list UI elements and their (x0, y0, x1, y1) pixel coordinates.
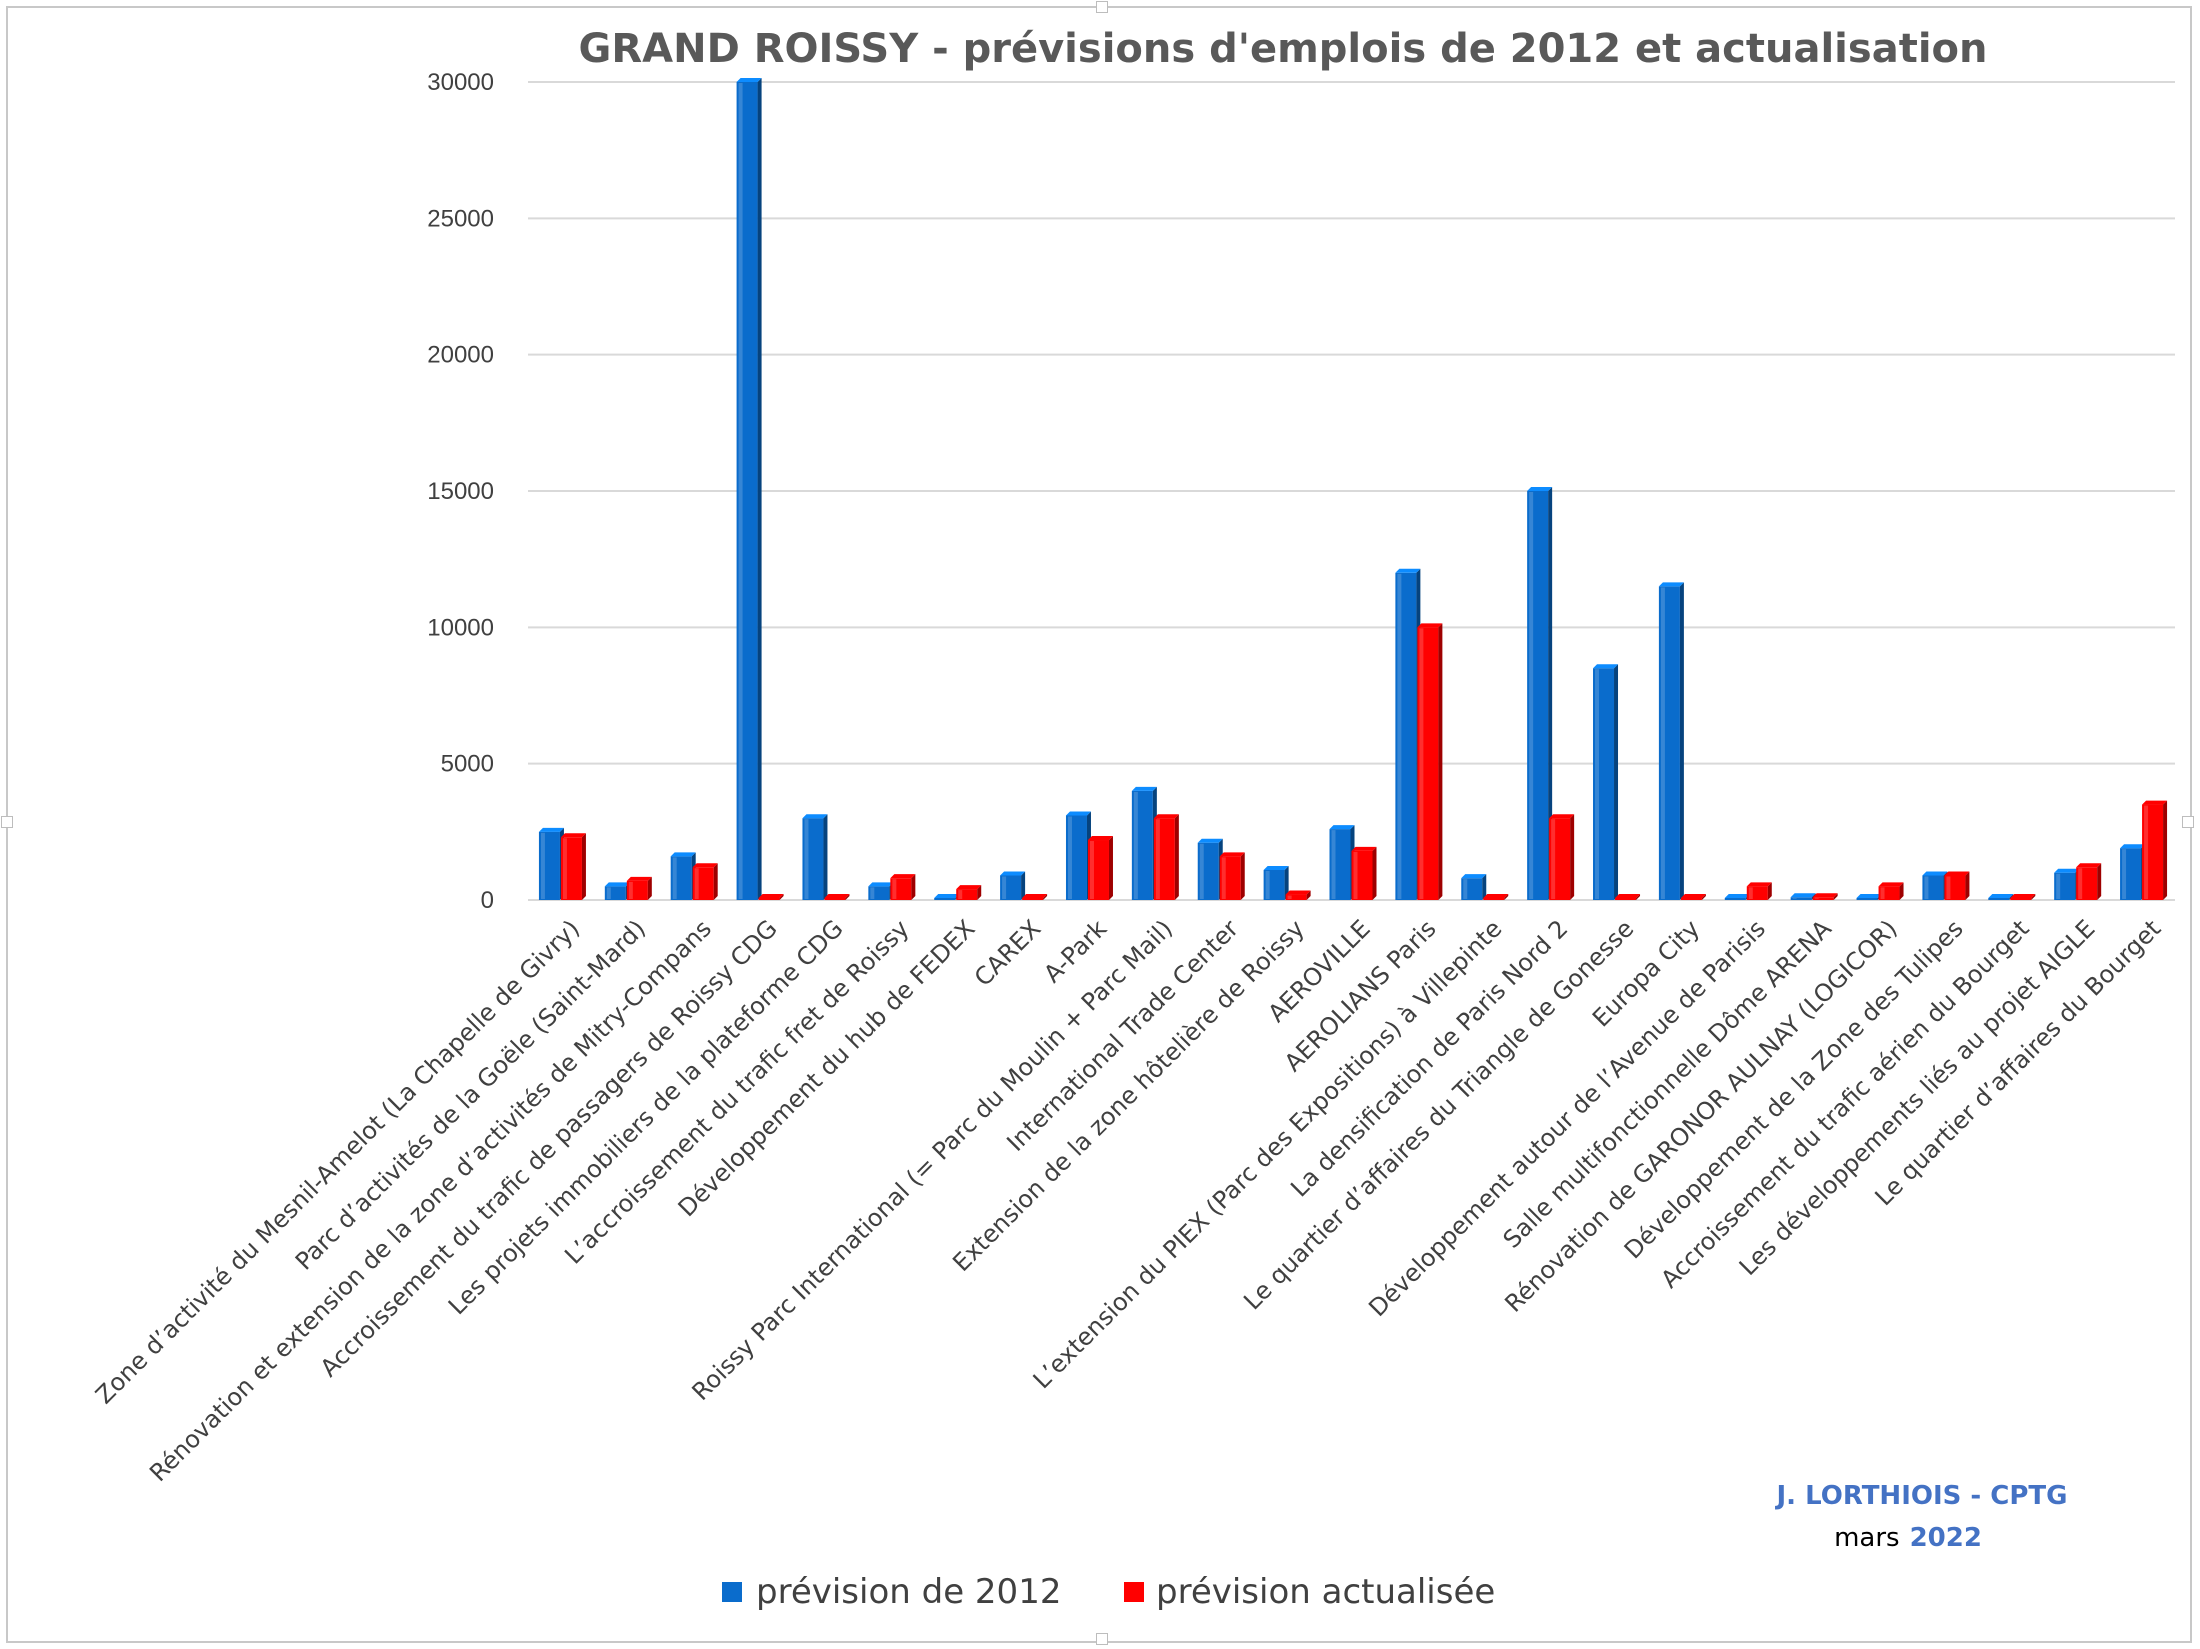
bar-2012 (802, 814, 828, 900)
bar-update (1549, 814, 1575, 900)
bar-2012 (1593, 664, 1619, 900)
resize-handle-right[interactable] (2182, 816, 2194, 828)
x-axis-labels: Zone d’activité du Mesnil-Amelot (La Cha… (90, 914, 2166, 1487)
bar-2012 (1329, 825, 1355, 900)
legend: prévision de 2012 prévision actualisée (722, 1572, 1495, 1612)
resize-handle-left[interactable] (1, 816, 13, 828)
legend-swatch-2012 (722, 1582, 742, 1602)
bar-update (1351, 846, 1377, 900)
bar-update (692, 863, 718, 900)
bar-update (1087, 836, 1113, 900)
bar-2012 (1790, 893, 1816, 900)
bar-update (1878, 882, 1904, 900)
bar-2012 (2054, 868, 2080, 900)
legend-swatch-update (1124, 1582, 1144, 1602)
bar-2012 (1000, 871, 1026, 900)
resize-handle-top[interactable] (1096, 1, 1108, 13)
bar-2012 (1065, 811, 1091, 900)
x-tick-label: Accroissement du trafic de passagers de … (315, 914, 783, 1382)
bar-2012 (604, 882, 630, 900)
credit-date: mars 2022 (1834, 1523, 1982, 1553)
bar-2012 (670, 852, 696, 900)
x-tick-label: CAREX (969, 914, 1046, 991)
bar-update (758, 894, 784, 900)
bar-2012 (1658, 582, 1684, 900)
bar-update (1022, 894, 1048, 900)
credit-date-word: mars (1834, 1523, 1900, 1553)
bar-update (1153, 814, 1179, 900)
y-axis-ticks: 0 5000 10000 15000 20000 25000 30000 (427, 69, 494, 914)
bar-2012 (1922, 871, 1948, 900)
bar-update (626, 876, 652, 900)
y-tick-label: 15000 (427, 478, 494, 505)
bar-2012 (1724, 894, 1750, 900)
bar-update (890, 874, 916, 900)
credit-date-year: 2022 (1910, 1523, 1982, 1553)
bar-update (1680, 894, 1706, 900)
bar-update (956, 885, 982, 900)
bar-update (1219, 852, 1245, 900)
bar-2012 (538, 827, 564, 900)
chart-title: GRAND ROISSY - prévisions d'emplois de 2… (579, 26, 1988, 72)
bar-update (1285, 890, 1311, 900)
bar-update (2076, 863, 2102, 900)
bar-2012 (1988, 894, 2014, 900)
bar-2012 (934, 894, 960, 900)
y-tick-label: 10000 (427, 614, 494, 641)
y-tick-label: 20000 (427, 342, 494, 369)
credit: J. LORTHIOIS - CPTG mars 2022 (1775, 1481, 2068, 1553)
bar-update (1812, 893, 1838, 900)
y-tick-label: 5000 (441, 751, 494, 778)
bar-update (824, 894, 850, 900)
x-tick-label: Zone d’activité du Mesnil-Amelot (La Cha… (90, 914, 585, 1409)
credit-author: J. LORTHIOIS - CPTG (1775, 1481, 2068, 1511)
bar-2012 (2120, 844, 2146, 900)
gridlines (528, 81, 2175, 901)
resize-handle-bottom[interactable] (1096, 1633, 1108, 1645)
bar-update (1417, 623, 1443, 900)
bar-update (1944, 871, 1970, 900)
bars (538, 78, 2168, 900)
bar-2012 (1263, 866, 1289, 900)
y-tick-label: 0 (481, 887, 494, 914)
bar-update (2010, 894, 2036, 900)
bar-update (2142, 800, 2168, 900)
bar-2012 (1197, 838, 1223, 900)
bar-update (1746, 882, 1772, 900)
bar-update (1615, 894, 1641, 900)
bar-2012 (1395, 568, 1421, 900)
bar-2012 (1461, 874, 1487, 900)
bar-2012 (736, 78, 762, 900)
bar-2012 (1527, 487, 1553, 900)
bar-2012 (868, 882, 894, 900)
bar-update (1483, 894, 1509, 900)
legend-label-2012: prévision de 2012 (756, 1572, 1061, 1612)
y-tick-label: 30000 (427, 69, 494, 96)
bar-2012 (1131, 786, 1157, 900)
y-tick-label: 25000 (427, 205, 494, 232)
legend-label-update: prévision actualisée (1156, 1572, 1495, 1612)
bar-2012 (1856, 894, 1882, 900)
bar-update (560, 833, 586, 900)
